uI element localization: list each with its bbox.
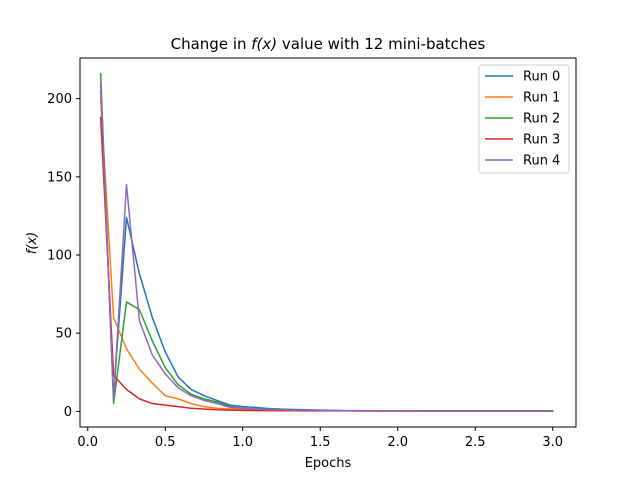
x-tick-label: 0.0 <box>77 435 98 450</box>
plot-frame <box>79 57 577 428</box>
x-tick-label: 2.0 <box>387 435 408 450</box>
legend-box <box>478 64 570 174</box>
legend-label-run-2: Run 2 <box>523 112 560 127</box>
y-axis: 0 50 100 150 200 <box>47 92 80 420</box>
legend-label-run-4: Run 4 <box>523 154 560 169</box>
y-tick-label: 50 <box>55 327 72 342</box>
x-tick-label: 3.0 <box>542 435 563 450</box>
legend-label-run-3: Run 3 <box>523 133 560 148</box>
legend-label-run-1: Run 1 <box>523 91 560 106</box>
y-tick-label: 100 <box>47 249 72 264</box>
plot-lines <box>99 72 554 412</box>
chart-title: Change in f(x) value with 12 mini-batche… <box>171 35 486 53</box>
series-line-run-4 <box>99 82 554 412</box>
y-tick-label: 200 <box>47 92 72 107</box>
y-tick-label: 0 <box>64 405 72 420</box>
x-tick-label: 2.5 <box>465 435 486 450</box>
x-tick-label: 0.5 <box>155 435 176 450</box>
y-axis-title: f(x) <box>25 232 40 254</box>
legend: Run 0 Run 1 Run 2 Run 3 Run 4 <box>478 64 570 174</box>
x-axis-title: Epochs <box>305 456 352 471</box>
legend-label-run-0: Run 0 <box>523 70 560 85</box>
x-tick-label: 1.0 <box>232 435 253 450</box>
x-axis: 0.0 0.5 1.0 1.5 2.0 2.5 3.0 <box>77 427 563 450</box>
x-tick-label: 1.5 <box>310 435 331 450</box>
y-tick-label: 150 <box>47 170 72 185</box>
